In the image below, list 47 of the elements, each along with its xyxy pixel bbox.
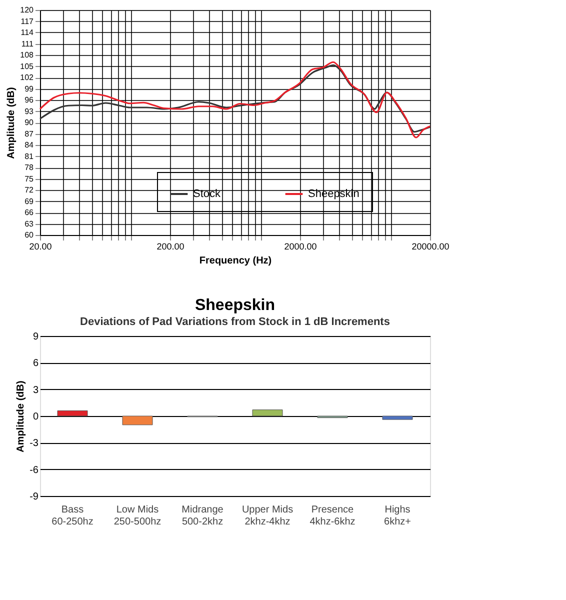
x-tick-label: 2000.00 — [284, 242, 317, 252]
y-tick-label: 0 — [32, 412, 39, 422]
y-tick-label: 66 — [24, 208, 34, 217]
y-tick-label: 63 — [24, 219, 34, 228]
y-tick-label: 120 — [20, 6, 34, 14]
y-tick-label: 96 — [24, 96, 34, 104]
y-tick-label: 111 — [21, 39, 34, 48]
y-tick-label: 72 — [24, 186, 34, 194]
y-tick-label: -6 — [30, 464, 39, 476]
x-tick-label: Midrange 500-2khz — [182, 504, 224, 528]
y-tick-label: 102 — [20, 73, 34, 82]
y-tick-label: 75 — [24, 174, 34, 184]
x-tick-label: 20000.00 — [412, 242, 450, 252]
y-tick-label: 60 — [24, 230, 34, 240]
x-tick-label: Upper Mids 2khz-4khz — [242, 504, 294, 528]
y-tick-label: 9 — [32, 332, 39, 342]
y-tick-label: 93 — [24, 106, 34, 116]
y-tick-label: -3 — [30, 438, 39, 450]
y-tick-label: 114 — [20, 28, 34, 37]
y-tick-label: 3 — [32, 384, 39, 396]
y-tick-label: 87 — [24, 129, 34, 138]
chart-title: Sheepskin — [194, 297, 276, 314]
y-tick-label: 6 — [32, 358, 39, 370]
y-tick-label: 90 — [24, 118, 34, 127]
y-tick-label: 108 — [20, 50, 34, 60]
y-tick-label: 69 — [24, 196, 34, 206]
bar — [252, 410, 283, 416]
x-tick-label: Low Mids 250-500hz — [114, 504, 162, 528]
x-tick-label: Bass 60-250hz — [52, 504, 94, 528]
x-axis-title: Frequency (Hz) — [199, 256, 272, 266]
x-tick-label: Highs 6khz+ — [384, 504, 412, 528]
y-tick-label: 81 — [24, 152, 34, 161]
x-tick-label: 20.00 — [29, 242, 52, 252]
y-axis-title: Amplitude (dB) — [6, 87, 18, 159]
y-tick-label: 117 — [20, 16, 34, 26]
x-tick-label: 200.00 — [156, 242, 184, 252]
bar — [122, 416, 153, 426]
x-tick-label: Presence 4khz-6khz — [310, 504, 356, 528]
bar — [57, 410, 88, 416]
y-axis-title: Amplitude (dB) — [16, 380, 27, 452]
bar — [382, 416, 413, 420]
y-tick-label: 78 — [24, 163, 34, 172]
chart-subtitle: Deviations of Pad Variations from Stock in 1 dB Increments — [80, 316, 390, 328]
y-tick-label: -9 — [30, 492, 39, 502]
y-tick-label: 105 — [20, 62, 34, 71]
y-tick-label: 99 — [24, 84, 34, 94]
y-tick-label: 84 — [24, 140, 34, 150]
